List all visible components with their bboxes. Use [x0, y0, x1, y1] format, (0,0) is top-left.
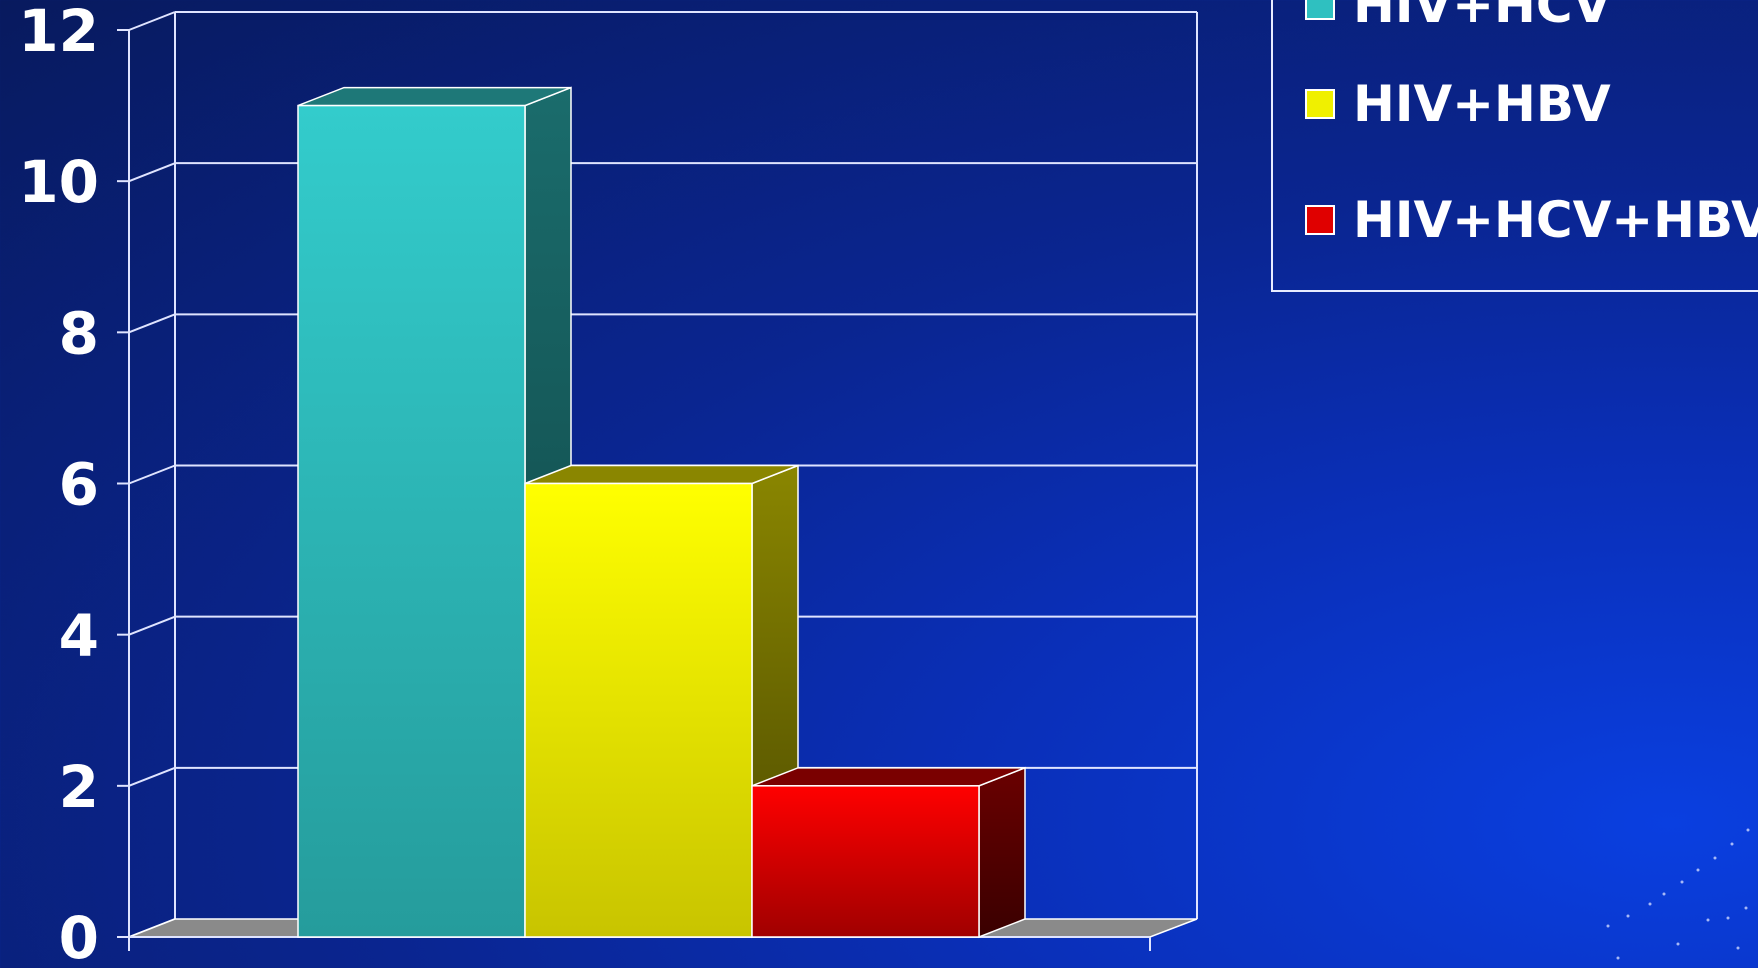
- axis-tick-diagonal: [128, 464, 176, 485]
- axis-tick-diagonal: [128, 615, 176, 636]
- y-tick-label: 6: [59, 451, 99, 519]
- axis-tick-diagonal: [128, 11, 176, 31]
- bar-top: [751, 767, 1026, 787]
- legend-item-hiv-hbv: HIV+HBV: [1305, 79, 1611, 129]
- y-tick-label: 10: [18, 148, 99, 216]
- y-axis: [117, 11, 176, 938]
- bar-hiv-hcv-hbv: [751, 766, 1026, 939]
- y-tick-label: 12: [18, 0, 99, 65]
- legend: HIV+HCV HIV+HBV HIV+HCV+HBV: [1271, 0, 1758, 292]
- legend-swatch-hiv-hbv: [1305, 89, 1335, 119]
- bar-front: [751, 785, 980, 938]
- bar-front: [297, 104, 526, 938]
- bars: [297, 86, 1026, 939]
- bar-front: [524, 482, 753, 938]
- bar-hiv-hbv: [524, 464, 799, 939]
- y-tick-label: 4: [59, 602, 99, 670]
- legend-item-hiv-hcv: HIV+HCV: [1305, 0, 1611, 30]
- bar-top: [524, 464, 799, 485]
- axis-tick-diagonal: [128, 313, 176, 334]
- bar-top: [297, 86, 572, 107]
- axis-tick-diagonal: [128, 766, 176, 787]
- legend-label-hiv-hcv-hbv: HIV+HCV+HBV: [1353, 191, 1758, 249]
- legend-label-hiv-hbv: HIV+HBV: [1353, 75, 1611, 133]
- bar-side: [978, 766, 1026, 939]
- y-tick-labels: 0 2 4 6 8 10 12: [18, 0, 99, 968]
- legend-item-hiv-hcv-hbv: HIV+HCV+HBV: [1305, 195, 1758, 245]
- y-tick-label: 8: [59, 299, 99, 367]
- axis-tick-diagonal: [128, 162, 176, 183]
- legend-swatch-hiv-hcv-hbv: [1305, 205, 1335, 235]
- decorative-dots: [1606, 828, 1750, 960]
- y-tick-label: 0: [59, 904, 99, 968]
- y-tick-label: 2: [59, 753, 99, 821]
- legend-label-hiv-hcv: HIV+HCV: [1353, 0, 1612, 34]
- legend-swatch-hiv-hcv: [1305, 0, 1335, 20]
